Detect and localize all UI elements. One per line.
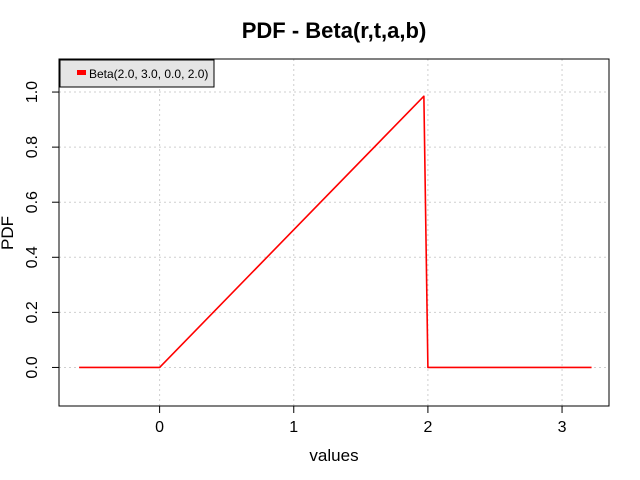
series-layer	[79, 95, 592, 369]
y-tick-label: 1.0	[24, 81, 41, 103]
y-tick-label: 0.0	[24, 356, 41, 378]
x-tick-label: 2	[423, 419, 432, 436]
x-tick-label: 1	[289, 419, 298, 436]
x-tick-label: 0	[155, 419, 164, 436]
x-tick-label: 3	[558, 419, 567, 436]
y-tick-label: 0.2	[24, 301, 41, 323]
grid-layer	[59, 59, 609, 406]
y-tick-label: 0.6	[24, 191, 41, 213]
ticks-layer: 0 1 2 3 0.0 0.2 0.4 0.6 0.8 1.0	[24, 81, 567, 436]
plot-frame	[58, 58, 610, 407]
legend-swatch	[77, 70, 86, 75]
y-tick-label: 0.4	[24, 246, 41, 268]
y-tick-label: 0.8	[24, 136, 41, 158]
legend-label: Beta(2.0, 3.0, 0.0, 2.0)	[89, 67, 208, 81]
series-line-beta	[79, 95, 592, 369]
x-axis-label: values	[309, 446, 358, 465]
legend: Beta(2.0, 3.0, 0.0, 2.0)	[59, 59, 215, 88]
chart-title: PDF - Beta(r,t,a,b)	[242, 18, 427, 43]
y-axis-label: PDF	[0, 216, 17, 250]
